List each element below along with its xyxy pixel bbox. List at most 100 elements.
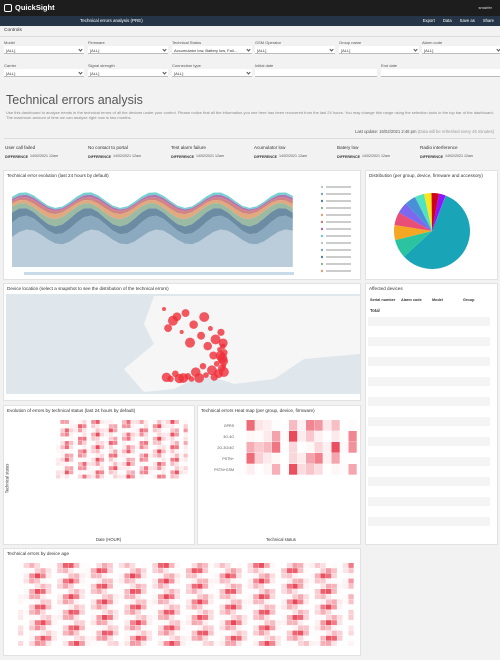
action-button[interactable]: Data	[442, 18, 452, 23]
heat-cell	[197, 641, 202, 646]
filter-input[interactable]: [ALL]	[4, 69, 84, 77]
table-row	[368, 377, 490, 386]
heat-cell	[220, 615, 225, 620]
heat-cell	[186, 631, 191, 636]
filter-input[interactable]	[381, 69, 500, 77]
filter-input[interactable]: [ALL]	[4, 46, 84, 54]
heat-cell	[275, 635, 281, 641]
table-row	[368, 387, 490, 396]
action-button[interactable]: Export	[422, 18, 435, 23]
heat-cell	[242, 615, 248, 620]
heat-cell	[113, 428, 118, 433]
heat-cell	[170, 432, 175, 437]
heat-cell	[135, 462, 139, 466]
heat-cell	[52, 584, 57, 589]
heat-cell	[180, 605, 185, 610]
heat-cell	[130, 424, 135, 429]
heat-cell	[18, 573, 23, 578]
panel-title: Technical error evolution (last 24 hours…	[7, 173, 109, 178]
heat-cell	[40, 568, 46, 574]
heat-cell	[147, 594, 152, 599]
heat-cell	[161, 420, 166, 424]
heat-cell	[208, 584, 213, 589]
heat-cell	[191, 583, 197, 589]
filter-input[interactable]: [ALL]	[88, 46, 168, 54]
user-name[interactable]: smarfer	[478, 5, 492, 10]
heat-cell	[337, 583, 343, 589]
heat-cell	[264, 563, 270, 568]
heat-cell	[82, 428, 87, 433]
heat-cell	[96, 635, 102, 641]
heat-cell	[230, 594, 237, 600]
heat-cell	[102, 573, 108, 579]
heat-cell	[342, 568, 349, 574]
action-button[interactable]: Save as	[459, 18, 475, 23]
filter-input[interactable]	[255, 69, 377, 77]
heat-cell	[82, 457, 87, 462]
panel-title: Technical errors by device age	[7, 551, 70, 556]
heat-cell	[309, 594, 314, 599]
heat-cell	[186, 589, 192, 594]
filter-value: [ALL]	[6, 47, 16, 53]
heat-cell	[255, 431, 263, 442]
heat-cell	[202, 625, 209, 631]
heat-cell	[95, 436, 100, 441]
heat-cell	[331, 420, 340, 431]
heat-cell	[169, 604, 175, 610]
heat-cell	[148, 441, 152, 445]
evolution-panel: Technical error evolution (last 24 hours…	[3, 170, 361, 280]
heat-cell	[82, 432, 87, 437]
legend-text	[326, 242, 351, 244]
heat-cell	[104, 432, 109, 437]
filter-input[interactable]: [ALL]	[339, 46, 419, 54]
heat-cell	[144, 420, 149, 424]
heat-cell	[306, 464, 315, 475]
heat-cell	[158, 583, 164, 589]
heat-cell	[272, 420, 280, 431]
heat-cell	[126, 436, 131, 441]
heat-cell	[135, 615, 141, 620]
filter-input[interactable]: [ALL]	[255, 46, 335, 54]
heat-cell	[46, 610, 51, 615]
heat-cell	[186, 620, 192, 626]
heat-cell	[236, 563, 241, 568]
filter-input[interactable]: [ALL]	[422, 46, 500, 54]
heat-cell	[52, 563, 57, 568]
table-row	[368, 367, 490, 376]
heat-cell	[255, 453, 264, 464]
heat-cell	[202, 599, 209, 605]
heat-cell	[253, 578, 259, 584]
heat-cell	[124, 625, 130, 631]
map[interactable]	[4, 284, 361, 401]
heat-cell	[286, 589, 293, 594]
heat-cell	[78, 441, 83, 445]
heat-cell	[35, 615, 40, 620]
heat-cell	[320, 583, 326, 589]
heat-cell	[102, 594, 108, 600]
heat-cell	[286, 615, 293, 620]
action-button[interactable]: Share	[482, 18, 494, 23]
heat-cell	[29, 578, 35, 584]
heat-cell	[91, 424, 96, 429]
heat-cell	[281, 636, 286, 641]
filter-input[interactable]: Accumulator low, Battery low, Fail...	[172, 46, 252, 54]
heat-cell	[326, 630, 332, 636]
heat-cell	[326, 579, 331, 584]
heat-cell	[253, 636, 258, 641]
heat-cell	[281, 442, 289, 453]
heat-cell	[104, 441, 109, 445]
heat-cell	[135, 604, 141, 610]
heat-cell	[113, 579, 118, 584]
heat-cell	[135, 630, 141, 636]
heat-cell	[163, 609, 169, 615]
heat-cell	[174, 432, 179, 437]
heat-cell	[238, 453, 246, 464]
filter-input[interactable]: [ALL]	[88, 69, 168, 77]
heat-cell	[90, 604, 97, 610]
heat-cell	[139, 466, 144, 471]
tab-title[interactable]: Technical errors analysis (PRE)	[80, 18, 143, 23]
heat-cell	[166, 454, 170, 458]
heat-cell	[348, 599, 354, 605]
filter-input[interactable]: [ALL]	[172, 69, 252, 77]
